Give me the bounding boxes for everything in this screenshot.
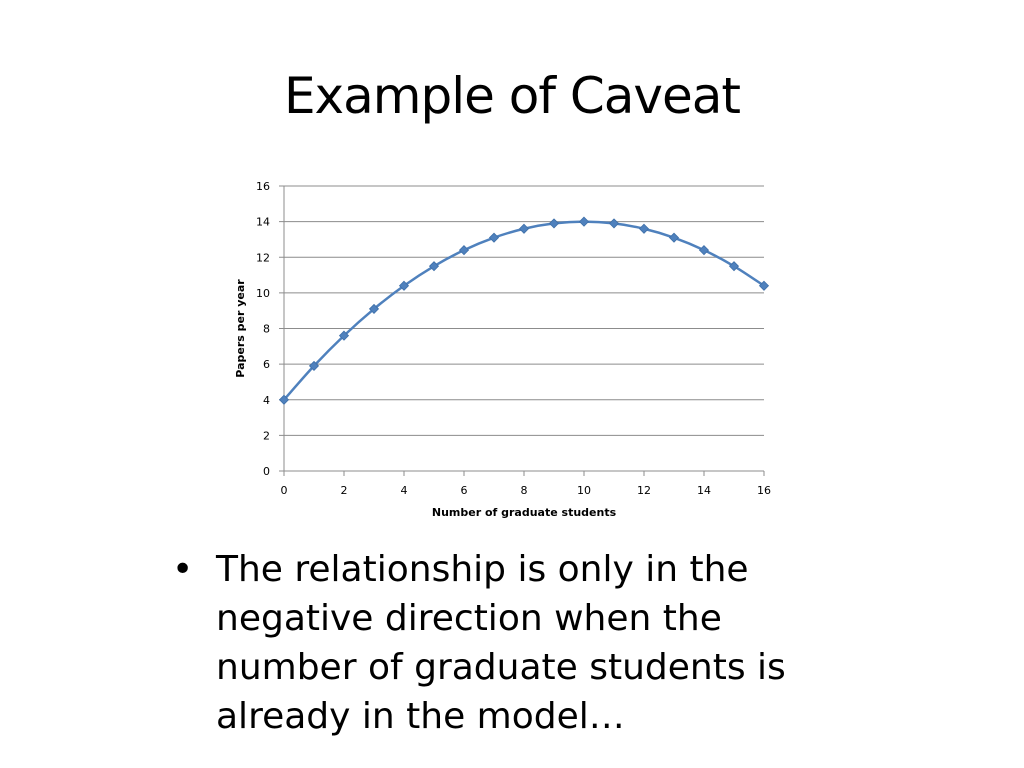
data-point <box>608 218 620 229</box>
y-tick-label: 4 <box>263 394 270 407</box>
y-tick-label: 14 <box>256 216 270 229</box>
slide-title: Example of Caveat <box>283 67 741 125</box>
y-tick-labels: 0 2 4 6 8 10 12 14 16 <box>256 180 270 478</box>
data-point <box>458 245 470 256</box>
data-point <box>308 360 320 371</box>
data-point <box>398 280 410 291</box>
y-tick-label: 16 <box>256 180 270 193</box>
data-point <box>638 223 650 234</box>
data-point <box>488 232 500 243</box>
x-tick-label: 16 <box>757 484 771 497</box>
y-tick-label: 6 <box>263 358 270 371</box>
bullet-list: • The relationship is only in the negati… <box>172 545 822 741</box>
data-points <box>278 216 770 405</box>
bullet-item: • The relationship is only in the negati… <box>172 545 822 741</box>
x-tick-labels: 0 2 4 6 8 10 12 14 16 <box>281 484 772 497</box>
data-point <box>728 261 740 272</box>
data-point <box>518 223 530 234</box>
x-tick-label: 8 <box>521 484 528 497</box>
data-point <box>758 280 770 291</box>
y-tick-label: 0 <box>263 465 270 478</box>
x-tick-label: 4 <box>401 484 408 497</box>
data-point <box>368 303 380 314</box>
data-point <box>548 218 560 229</box>
x-tick-label: 14 <box>697 484 711 497</box>
y-tick-label: 10 <box>256 287 270 300</box>
data-point <box>428 261 440 272</box>
line-chart: 0 2 4 6 8 10 12 14 16 0 2 4 6 8 10 12 14 16 Number of gr… <box>234 180 772 519</box>
y-tick-label: 8 <box>263 323 270 336</box>
axes <box>279 185 765 476</box>
y-axis-title: Papers per year <box>234 279 247 378</box>
gridlines <box>284 185 764 436</box>
data-point <box>668 232 680 243</box>
x-tick-label: 12 <box>637 484 651 497</box>
data-point <box>698 245 710 256</box>
bullet-dot-icon: • <box>172 549 194 590</box>
x-tick-label: 0 <box>281 484 288 497</box>
data-point <box>338 330 350 341</box>
y-tick-label: 12 <box>256 251 270 264</box>
x-axis-title: Number of graduate students <box>432 506 617 519</box>
series-line <box>283 220 765 401</box>
series <box>283 220 765 401</box>
bullet-text: The relationship is only in the negative… <box>216 549 786 737</box>
x-tick-label: 2 <box>341 484 348 497</box>
data-point <box>578 216 590 227</box>
x-tick-label: 6 <box>461 484 468 497</box>
y-tick-label: 2 <box>263 429 270 442</box>
x-tick-label: 10 <box>577 484 591 497</box>
data-point <box>278 394 290 405</box>
